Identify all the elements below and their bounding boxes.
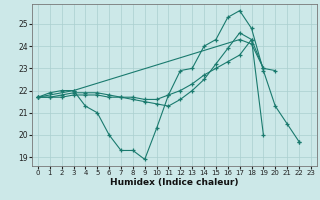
X-axis label: Humidex (Indice chaleur): Humidex (Indice chaleur) bbox=[110, 178, 239, 187]
